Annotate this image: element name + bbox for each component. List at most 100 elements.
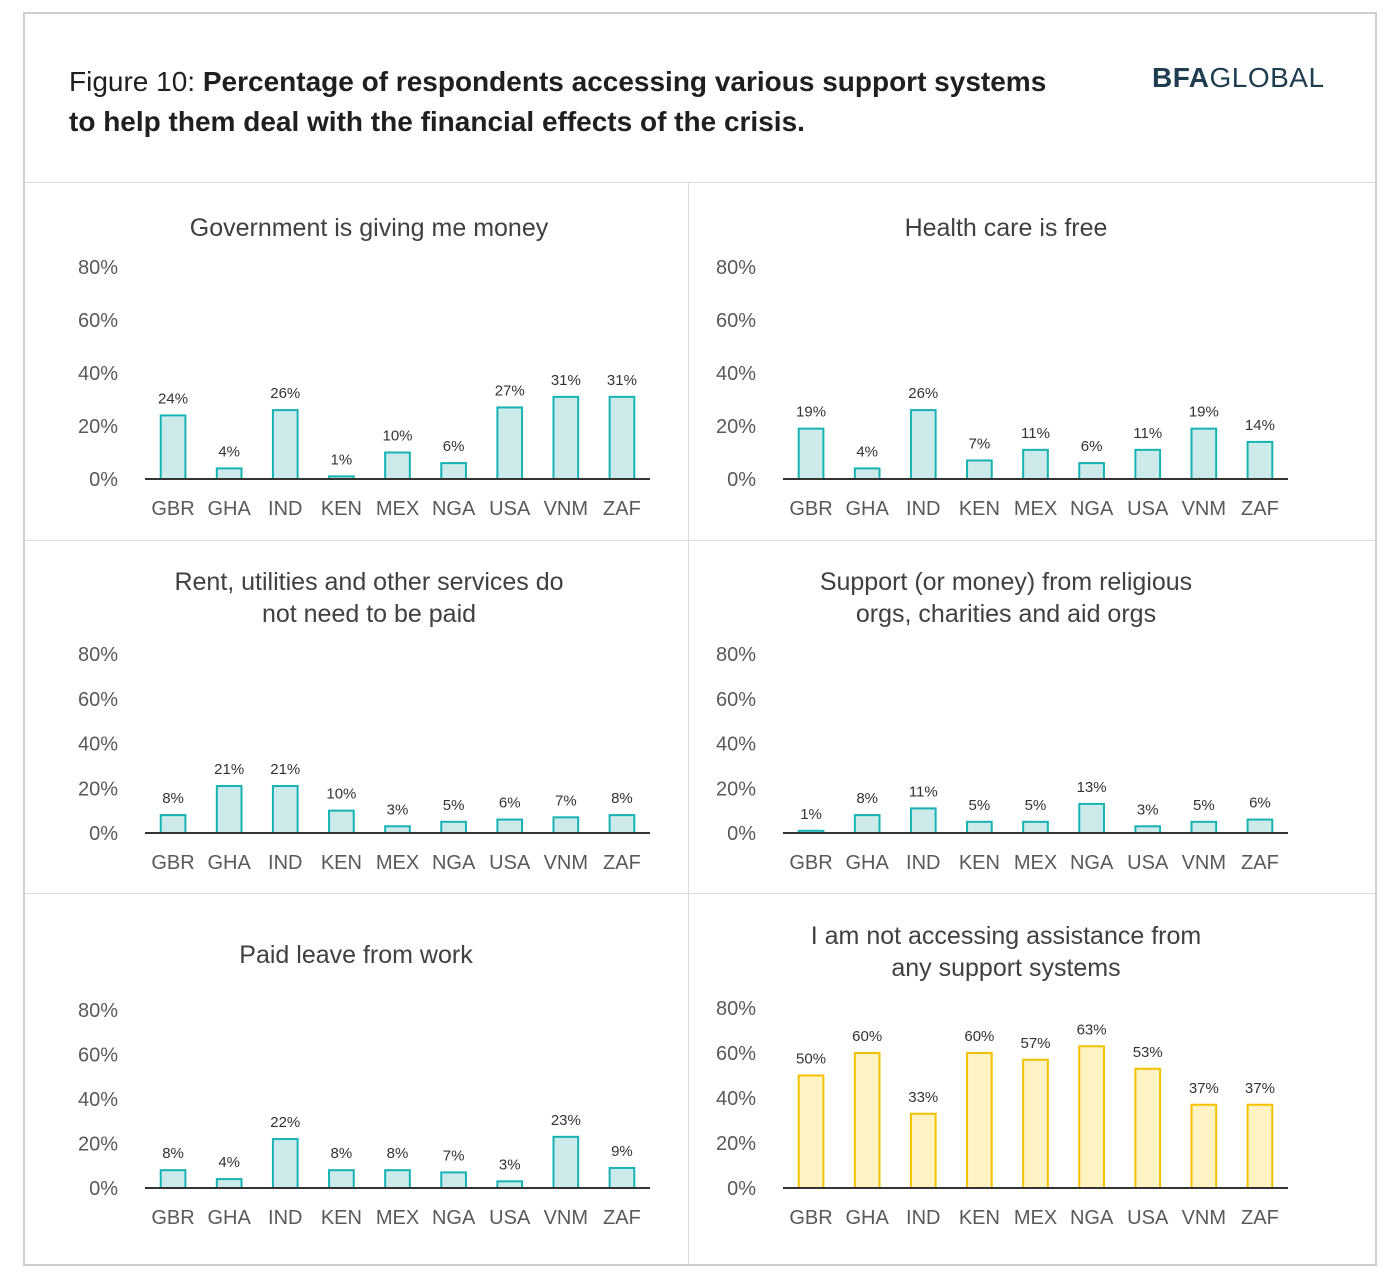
chart-3-data-label: 10% bbox=[326, 786, 356, 803]
chart-5-data-label: 8% bbox=[387, 1145, 409, 1162]
chart-4-bar bbox=[1134, 825, 1162, 834]
chart-2-data-label: 26% bbox=[908, 385, 938, 402]
chart-5-xtick-label: IND bbox=[268, 1207, 302, 1229]
chart-4-xtick-label: VNM bbox=[1182, 852, 1226, 874]
chart-6-bar bbox=[1246, 1103, 1274, 1189]
chart-4-data-label: 8% bbox=[856, 790, 878, 807]
chart-2-bar bbox=[797, 427, 825, 480]
chart-2-ytick-label: 20% bbox=[716, 416, 756, 438]
chart-1-bar bbox=[384, 451, 411, 480]
chart-6-xtick-label: KEN bbox=[959, 1207, 1000, 1229]
chart-1-xtick-label: MEX bbox=[376, 498, 419, 520]
chart-5-xtick-label: NGA bbox=[432, 1207, 476, 1229]
chart-3-ytick-label: 20% bbox=[78, 778, 118, 800]
chart-4-xtick-label: GBR bbox=[789, 852, 832, 874]
chart-1-xtick-label: ZAF bbox=[603, 498, 641, 520]
chart-3-data-label: 21% bbox=[214, 761, 244, 778]
chart-4-bar bbox=[1022, 820, 1049, 834]
chart-4-data-label: 13% bbox=[1077, 779, 1107, 796]
chart-5-ytick-label: 60% bbox=[78, 1045, 118, 1067]
chart-5-xtick-label: VNM bbox=[544, 1207, 588, 1229]
chart-3-ytick-label: 0% bbox=[89, 823, 118, 845]
chart-6-title-line-2: any support systems bbox=[891, 954, 1120, 982]
chart-3-bar bbox=[271, 785, 299, 835]
chart-6-xtick-label: ZAF bbox=[1241, 1207, 1279, 1229]
chart-2-bar bbox=[1078, 462, 1105, 481]
chart-1-data-label: 31% bbox=[551, 372, 581, 389]
chart-4-xtick-label: MEX bbox=[1014, 852, 1057, 874]
chart-5-bar bbox=[159, 1169, 187, 1189]
chart-5-xtick-label: GHA bbox=[207, 1207, 251, 1229]
chart-6-xtick-label: VNM bbox=[1182, 1207, 1226, 1229]
chart-2-bar bbox=[1246, 440, 1274, 480]
chart-1-data-label: 26% bbox=[270, 385, 300, 402]
chart-1-bar bbox=[159, 414, 187, 480]
chart-3-xtick-label: VNM bbox=[544, 852, 588, 874]
chart-5-data-label: 7% bbox=[443, 1147, 465, 1164]
chart-6-bar bbox=[853, 1052, 881, 1189]
chart-2-bar bbox=[1022, 448, 1049, 481]
chart-1-xtick-label: GBR bbox=[151, 498, 194, 520]
chart-5-bar bbox=[328, 1169, 355, 1189]
chart-5-xtick-label: MEX bbox=[376, 1207, 419, 1229]
chart-3-data-label: 8% bbox=[611, 790, 633, 807]
chart-1-data-label: 27% bbox=[495, 382, 525, 399]
chart-2-bar bbox=[966, 459, 993, 481]
chart-4-data-label: 5% bbox=[1025, 797, 1047, 814]
chart-3-bar bbox=[608, 814, 636, 834]
chart-6-data-label: 50% bbox=[796, 1051, 826, 1068]
chart-2-xtick-label: USA bbox=[1127, 498, 1169, 520]
chart-1-xtick-label: USA bbox=[489, 498, 531, 520]
chart-5-bar bbox=[496, 1180, 524, 1189]
chart-6-bar bbox=[909, 1112, 937, 1189]
chart-6-bar bbox=[966, 1052, 993, 1189]
figure-title: Figure 10: Percentage of respondents acc… bbox=[69, 62, 1049, 142]
chart-5-data-label: 3% bbox=[499, 1156, 521, 1173]
chart-2-data-label: 11% bbox=[1021, 425, 1050, 442]
chart-1-data-label: 31% bbox=[607, 372, 637, 389]
chart-1-data-label: 10% bbox=[382, 428, 412, 445]
chart-6-data-label: 57% bbox=[1020, 1035, 1050, 1052]
chart-4-ytick-label: 60% bbox=[716, 689, 756, 711]
chart-2-xtick-label: KEN bbox=[959, 498, 1000, 520]
chart-3-xtick-label: USA bbox=[489, 852, 531, 874]
chart-1-bar bbox=[440, 462, 467, 481]
chart-4-bar bbox=[909, 807, 937, 835]
chart-1-data-label: 6% bbox=[443, 438, 465, 455]
chart-3-xtick-label: IND bbox=[268, 852, 302, 874]
chart-6-data-label: 63% bbox=[1077, 1021, 1107, 1038]
chart-2-data-label: 4% bbox=[856, 443, 878, 460]
chart-4-xtick-label: IND bbox=[906, 852, 940, 874]
chart-3-xtick-label: NGA bbox=[432, 852, 476, 874]
chart-6-data-label: 60% bbox=[852, 1028, 882, 1045]
chart-3-bar bbox=[496, 818, 524, 835]
chart-4-title-line-2: orgs, charities and aid orgs bbox=[856, 600, 1156, 628]
chart-5-bar bbox=[384, 1169, 411, 1189]
chart-3-title-line-2: not need to be paid bbox=[262, 600, 476, 628]
chart-5-data-label: 8% bbox=[162, 1145, 184, 1162]
chart-4-xtick-label: USA bbox=[1127, 852, 1169, 874]
chart-2-bar bbox=[1134, 448, 1162, 481]
chart-6-xtick-label: NGA bbox=[1070, 1207, 1114, 1229]
figure-title-text: Percentage of respondents accessing vari… bbox=[69, 66, 1047, 137]
chart-1-xtick-label: GHA bbox=[207, 498, 251, 520]
chart-6-bar bbox=[1022, 1058, 1049, 1189]
chart-6-ytick-label: 40% bbox=[716, 1088, 756, 1110]
chart-5-bar bbox=[552, 1135, 580, 1189]
chart-5-data-label: 22% bbox=[270, 1114, 300, 1131]
chart-6-ytick-label: 0% bbox=[727, 1178, 756, 1200]
chart-2-ytick-label: 0% bbox=[727, 469, 756, 491]
chart-4-ytick-label: 20% bbox=[716, 778, 756, 800]
chart-1-title-line-1: Government is giving me money bbox=[190, 214, 549, 242]
chart-4-data-label: 11% bbox=[909, 783, 938, 800]
chart-3-xtick-label: GBR bbox=[151, 852, 194, 874]
chart-2-data-label: 19% bbox=[796, 404, 826, 421]
chart-6-data-label: 60% bbox=[964, 1028, 994, 1045]
grid-divider-top bbox=[25, 182, 1375, 183]
chart-6-bar bbox=[797, 1074, 825, 1189]
grid-divider-middle-1 bbox=[25, 540, 1375, 541]
chart-1-ytick-label: 40% bbox=[78, 363, 118, 385]
chart-4-bar bbox=[1190, 820, 1218, 834]
chart-6-xtick-label: MEX bbox=[1014, 1207, 1057, 1229]
